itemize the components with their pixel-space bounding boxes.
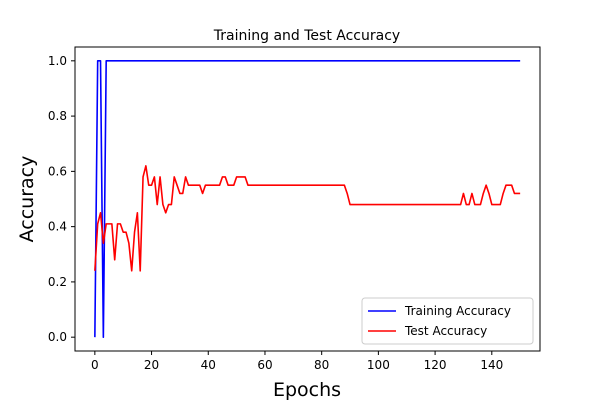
x-tick-label: 60: [257, 358, 272, 372]
x-tick-label: 80: [314, 358, 329, 372]
y-axis-ticks: 0.0 0.2 0.4 0.6 0.8 1.0: [48, 54, 75, 344]
x-tick-label: 20: [144, 358, 159, 372]
y-tick-label: 1.0: [48, 54, 67, 68]
y-axis-label: Accuracy: [16, 156, 38, 243]
legend-label: Test Accuracy: [404, 324, 487, 338]
legend-box: [361, 297, 534, 345]
chart-title: Training and Test Accuracy: [213, 28, 400, 44]
series-lines: [94, 60, 521, 338]
legend: Training Accuracy Test Accuracy: [361, 297, 534, 345]
plot-frame: [74, 46, 541, 352]
x-tick-label: 100: [367, 358, 390, 372]
x-tick-label: 0: [91, 358, 99, 372]
x-tick-label: 120: [424, 358, 447, 372]
y-tick-label: 0.8: [48, 109, 67, 123]
series-line-training-accuracy: [94, 60, 521, 338]
x-tick-label: 40: [201, 358, 216, 372]
y-tick-label: 0.0: [48, 330, 67, 344]
y-tick-label: 0.4: [48, 220, 67, 234]
x-axis-ticks: 0 20 40 60 80 100 120 140: [91, 351, 503, 372]
legend-label: Training Accuracy: [404, 304, 511, 318]
y-tick-label: 0.6: [48, 164, 67, 178]
x-axis-label: Epochs: [273, 379, 341, 400]
series-line-test-accuracy: [94, 165, 521, 272]
y-tick-label: 0.2: [48, 275, 67, 289]
x-tick-label: 140: [480, 358, 503, 372]
